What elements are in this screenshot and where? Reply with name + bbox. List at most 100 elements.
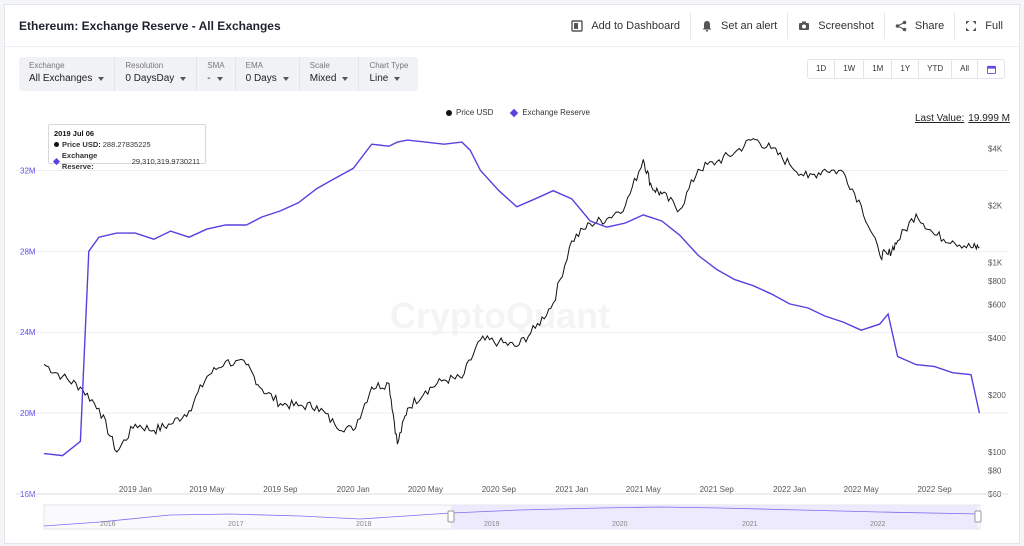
watermark: CryptoQuant [390, 295, 610, 336]
range-ytd-button[interactable]: YTD [919, 60, 953, 78]
tooltip-reserve-value: 29,310,319.9730211 [131, 156, 200, 166]
right-tick-label: $4K [988, 144, 1003, 153]
header-actions: Add to Dashboard Set an alert Screenshot… [561, 5, 1013, 47]
screenshot-button[interactable]: Screenshot [787, 13, 884, 39]
ema-select-value: 0 Days [245, 73, 277, 84]
right-tick-label: $200 [988, 391, 1006, 400]
sma-select-label: SMA [207, 61, 225, 70]
x-axis-ticks: 2019 Jan 2019 May 2019 Sep 2020 Jan 2020 May… [119, 485, 952, 494]
add-to-dashboard-label: Add to Dashboard [591, 20, 680, 32]
x-tick-label: 2020 Jan [337, 485, 370, 494]
caret-down-icon [282, 76, 289, 81]
price-usd-line [43, 138, 980, 453]
range-1y-button[interactable]: 1Y [892, 60, 920, 78]
left-tick-label: 32M [20, 166, 36, 175]
navigator-year-label: 2020 [612, 521, 628, 528]
x-tick-label: 2019 Sep [263, 485, 298, 494]
camera-icon [799, 21, 810, 30]
legend-item-price[interactable]: Price USD [446, 108, 493, 117]
navigator-year-label: 2021 [742, 521, 758, 528]
chart-tooltip: 2019 Jul 06 Price USD: 288.27835225 Excha… [48, 124, 206, 171]
reserve-diamond-icon [510, 108, 519, 117]
legend-price-label: Price USD [456, 108, 494, 117]
legend-item-reserve[interactable]: Exchange Reserve [510, 108, 590, 117]
share-icon [895, 20, 907, 32]
chart-header: Ethereum: Exchange Reserve - All Exchang… [5, 5, 1019, 47]
ema-select-label: EMA [245, 61, 263, 70]
navigator-year-label: 2016 [100, 521, 116, 528]
last-value-number: 19.999 M [968, 113, 1010, 124]
navigator-left-handle[interactable] [447, 510, 455, 523]
right-tick-label: $800 [988, 277, 1006, 286]
scale-select[interactable]: Scale Mixed [300, 57, 360, 91]
chart-controls: Exchange All Exchanges Resolution 0 Days… [19, 57, 419, 91]
page-title: Ethereum: Exchange Reserve - All Exchang… [19, 19, 281, 33]
range-selector: 1D 1W 1M 1Y YTD All [806, 59, 1005, 79]
x-tick-label: 2022 Sep [917, 485, 952, 494]
share-label: Share [914, 20, 945, 32]
tooltip-reserve-label: Exchange Reserve: [61, 151, 98, 171]
x-tick-label: 2020 Sep [482, 485, 517, 494]
resolution-select[interactable]: Resolution 0 DaysDay [115, 57, 198, 91]
range-1w-button[interactable]: 1W [835, 60, 865, 78]
left-tick-label: 20M [20, 409, 36, 418]
right-tick-label: $2K [988, 201, 1003, 210]
x-tick-label: 2022 May [844, 485, 879, 494]
set-alert-label: Set an alert [720, 20, 778, 32]
calendar-button[interactable] [978, 60, 1004, 78]
scale-select-label: Scale [309, 61, 330, 70]
add-to-dashboard-button[interactable]: Add to Dashboard [561, 13, 690, 39]
caret-down-icon [216, 76, 223, 81]
tooltip-date: 2019 Jul 06 [54, 129, 95, 138]
right-tick-label: $400 [988, 334, 1006, 343]
right-tick-label: $100 [988, 448, 1006, 457]
fullscreen-label: Full [985, 20, 1003, 32]
range-1m-button[interactable]: 1M [864, 60, 893, 78]
ema-select[interactable]: EMA 0 Days [236, 57, 300, 91]
chart-legend: Price USD Exchange Reserve [446, 108, 608, 117]
chart-type-select-value: Line [369, 73, 389, 84]
navigator[interactable]: 2016 2017 2018 2019 2020 2021 2022 [43, 504, 982, 530]
exchange-select[interactable]: Exchange All Exchanges [19, 57, 116, 91]
navigator-selection[interactable] [451, 505, 978, 529]
set-alert-button[interactable]: Set an alert [689, 13, 787, 39]
caret-down-icon [98, 76, 105, 81]
navigator-right-handle[interactable] [974, 510, 982, 523]
left-tick-label: 24M [20, 328, 36, 337]
x-tick-label: 2021 Sep [700, 485, 735, 494]
navigator-year-label: 2018 [356, 521, 372, 528]
x-tick-label: 2019 May [189, 485, 224, 494]
chart-card: Ethereum: Exchange Reserve - All Exchang… [4, 4, 1020, 544]
tooltip-price-label: Price USD: [62, 140, 101, 149]
last-value-label: Last Value: [915, 113, 965, 124]
right-tick-label: $1K [988, 258, 1003, 267]
left-tick-label: 28M [20, 247, 36, 256]
caret-down-icon [342, 76, 349, 81]
range-all-button[interactable]: All [952, 60, 978, 78]
calendar-icon [986, 65, 996, 74]
chart-type-select-label: Chart Type [369, 61, 409, 70]
share-button[interactable]: Share [883, 13, 954, 39]
exchange-select-label: Exchange [29, 61, 65, 70]
price-dot-icon [446, 109, 452, 116]
screenshot-label: Screenshot [818, 20, 874, 32]
right-axis-ticks: $60$80$100$200$400$600$800$1K$2K$4K [988, 144, 1006, 499]
fullscreen-button[interactable]: Full [954, 13, 1013, 39]
right-tick-label: $80 [988, 466, 1002, 475]
navigator-year-label: 2017 [228, 521, 244, 528]
right-tick-label: $600 [988, 300, 1006, 309]
resolution-select-value: 0 DaysDay [125, 73, 175, 84]
grid-lines [16, 169, 1008, 495]
dashboard-icon [571, 20, 584, 32]
exchange-reserve-line [43, 139, 981, 457]
scale-select-value: Mixed [309, 73, 337, 84]
chart-type-select[interactable]: Chart Type Line [359, 57, 418, 91]
last-value: Last Value: 19.999 M [915, 113, 1010, 124]
navigator-year-label: 2022 [870, 521, 886, 528]
navigator-labels: 2016 2017 2018 2019 2020 2021 2022 [100, 521, 886, 528]
sma-select[interactable]: SMA - [197, 57, 236, 91]
range-1d-button[interactable]: 1D [808, 60, 836, 78]
exchange-select-value: All Exchanges [29, 73, 93, 84]
